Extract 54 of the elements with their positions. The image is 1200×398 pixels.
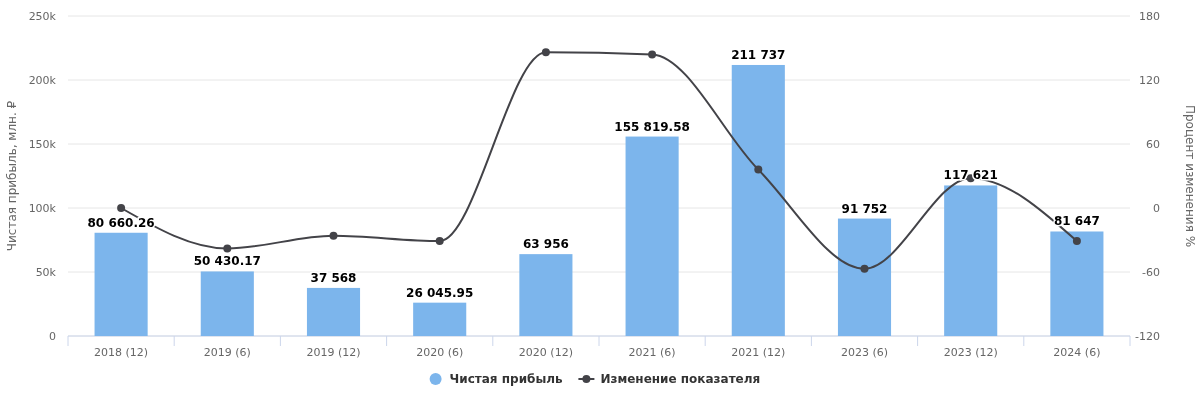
y2-tick-label: 120 <box>1139 74 1160 87</box>
x-tick-label: 2019 (6) <box>203 346 251 359</box>
x-tick-label: 2018 (12) <box>94 346 149 359</box>
legend-label: Чистая прибыль <box>449 372 564 386</box>
bar <box>837 218 892 336</box>
x-tick-label: 2024 (6) <box>1053 346 1101 359</box>
bar <box>94 232 148 336</box>
x-tick-label: 2021 (6) <box>628 346 676 359</box>
bar <box>1050 231 1104 336</box>
legend-label: Изменение показателя <box>600 372 761 386</box>
y-tick-label: 250k <box>28 10 57 23</box>
y-axis-title: Чистая прибыль, млн. ₽ <box>5 100 19 252</box>
bar <box>200 271 254 336</box>
point <box>541 48 550 57</box>
point <box>860 264 869 273</box>
bar <box>519 254 573 336</box>
y-tick-label: 150k <box>28 138 57 151</box>
x-tick-label: 2020 (6) <box>416 346 464 359</box>
data-label: 155 819.58 <box>614 119 690 134</box>
y2-tick-label: 0 <box>1153 202 1160 215</box>
y-tick-label: 100k <box>28 202 57 215</box>
y-tick-label: 50k <box>35 266 57 279</box>
point <box>329 231 338 240</box>
x-tick-label: 2023 (12) <box>943 346 998 359</box>
y2-tick-label: -60 <box>1142 266 1160 279</box>
bar <box>413 302 467 336</box>
point <box>648 50 657 59</box>
y2-tick-label: 60 <box>1146 138 1160 151</box>
y2-axis-title: Процент изменения % <box>1183 104 1197 248</box>
data-label: 81 647 <box>1053 214 1100 229</box>
point <box>223 244 232 253</box>
x-tick-label: 2023 (6) <box>840 346 889 359</box>
point <box>117 204 126 212</box>
bar <box>731 64 785 336</box>
data-label: 37 568 <box>310 270 357 285</box>
data-label: 117 621 <box>943 168 998 183</box>
point <box>754 165 763 174</box>
data-label: 26 045.95 <box>406 285 474 300</box>
x-tick-label: 2019 (12) <box>306 346 361 359</box>
bar <box>944 185 998 336</box>
data-label: 63 956 <box>522 237 569 252</box>
point <box>1072 237 1081 246</box>
bar <box>625 136 679 336</box>
y-tick-label: 200k <box>28 74 57 87</box>
x-tick-label: 2020 (12) <box>518 346 573 359</box>
bar <box>306 287 361 336</box>
point <box>435 237 444 246</box>
y-tick-label: 0 <box>49 330 56 343</box>
data-label: 50 430.17 <box>193 254 261 269</box>
y2-tick-label: 180 <box>1139 10 1160 23</box>
data-label: 211 737 <box>731 47 786 62</box>
y2-tick-label: -120 <box>1135 330 1160 343</box>
x-tick-label: 2021 (12) <box>731 346 786 359</box>
data-label: 91 752 <box>841 201 888 216</box>
